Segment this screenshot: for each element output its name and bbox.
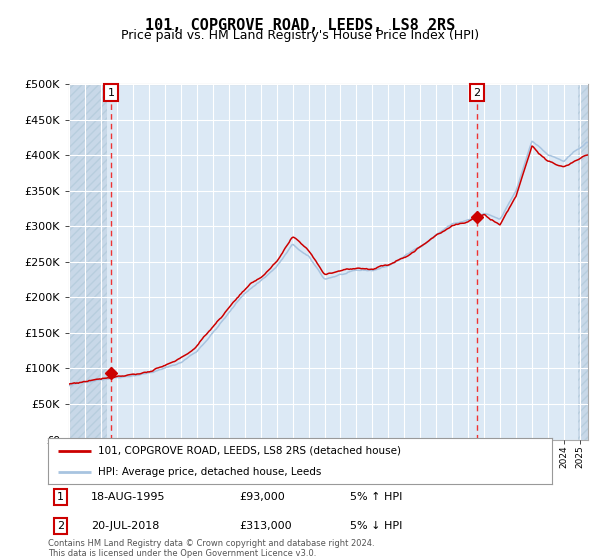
Text: £313,000: £313,000 xyxy=(239,521,292,531)
Text: Price paid vs. HM Land Registry's House Price Index (HPI): Price paid vs. HM Land Registry's House … xyxy=(121,29,479,42)
Text: 2: 2 xyxy=(473,87,481,97)
Text: 5% ↓ HPI: 5% ↓ HPI xyxy=(350,521,403,531)
Text: 5% ↑ HPI: 5% ↑ HPI xyxy=(350,492,403,502)
Text: 1: 1 xyxy=(107,87,115,97)
Text: 20-JUL-2018: 20-JUL-2018 xyxy=(91,521,159,531)
Text: 18-AUG-1995: 18-AUG-1995 xyxy=(91,492,166,502)
Text: 101, COPGROVE ROAD, LEEDS, LS8 2RS: 101, COPGROVE ROAD, LEEDS, LS8 2RS xyxy=(145,18,455,33)
Bar xyxy=(69,84,107,440)
Bar xyxy=(578,84,588,440)
Text: 2: 2 xyxy=(57,521,64,531)
Text: 101, COPGROVE ROAD, LEEDS, LS8 2RS (detached house): 101, COPGROVE ROAD, LEEDS, LS8 2RS (deta… xyxy=(98,446,401,456)
Text: HPI: Average price, detached house, Leeds: HPI: Average price, detached house, Leed… xyxy=(98,467,322,477)
Text: Contains HM Land Registry data © Crown copyright and database right 2024.
This d: Contains HM Land Registry data © Crown c… xyxy=(48,539,374,558)
Text: £93,000: £93,000 xyxy=(239,492,285,502)
Text: 1: 1 xyxy=(57,492,64,502)
